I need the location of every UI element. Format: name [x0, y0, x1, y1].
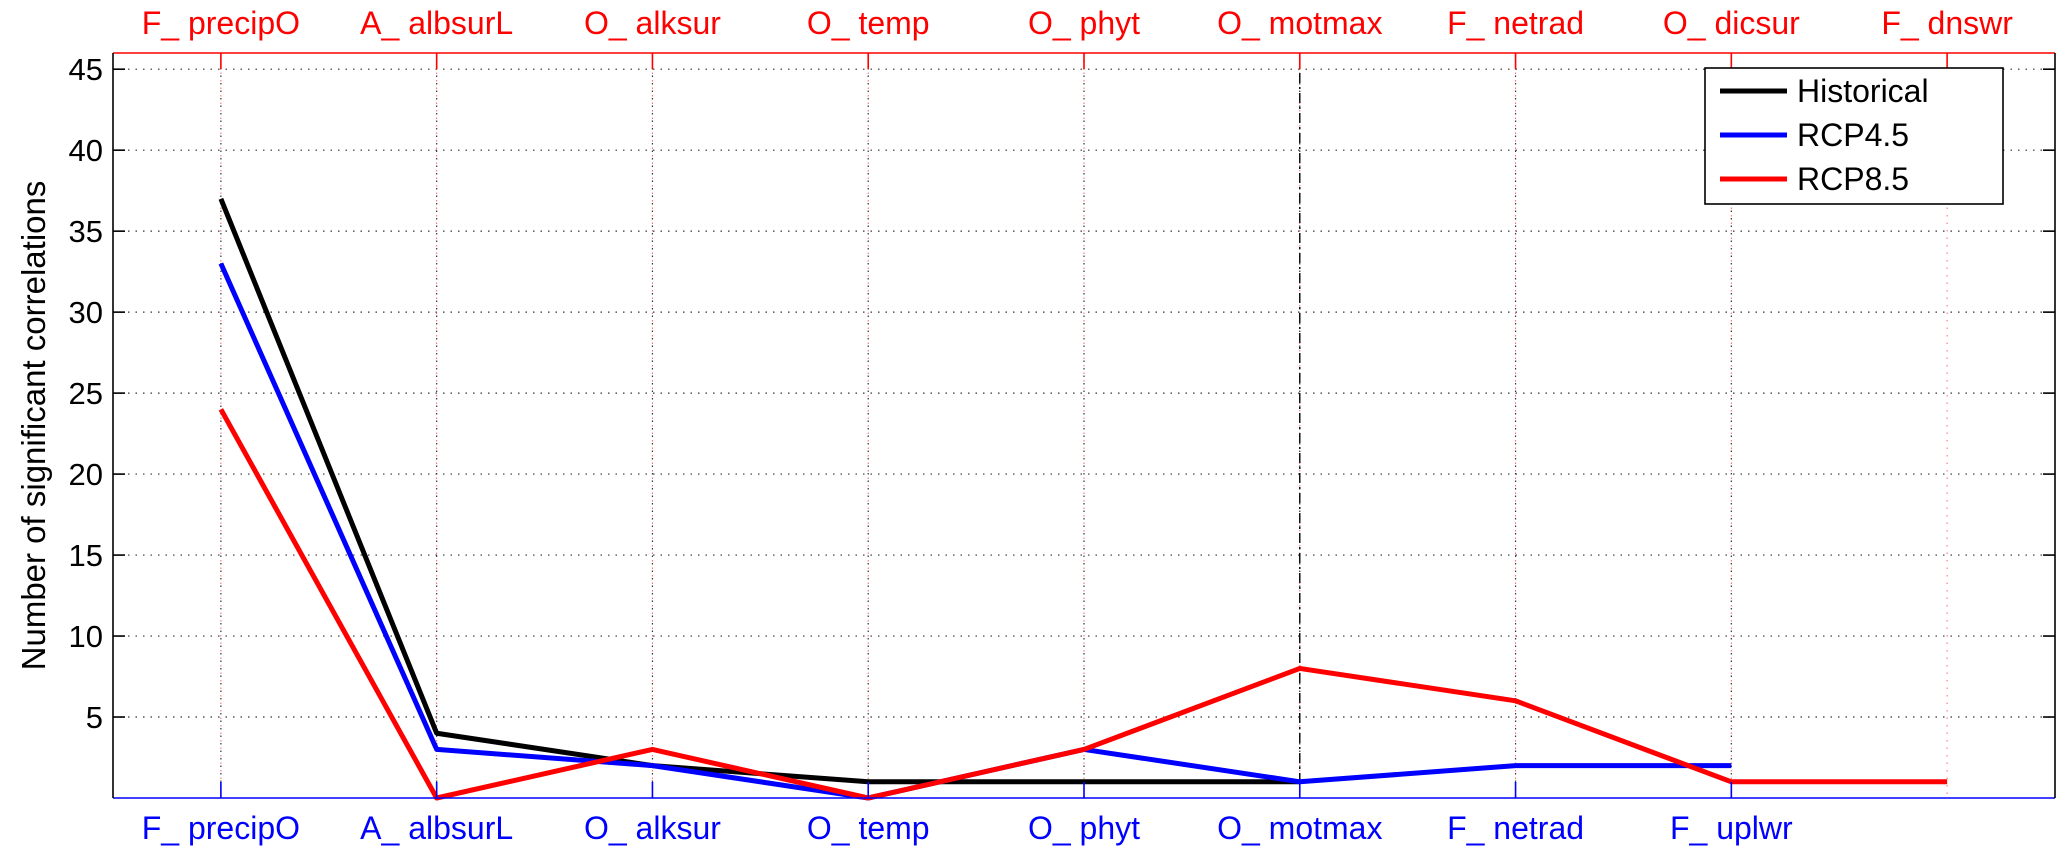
x-tick-label-top: F_ precipO — [142, 5, 300, 41]
x-tick-label-bottom: F_ precipO — [142, 810, 300, 846]
y-tick-label: 10 — [69, 619, 103, 654]
x-tick-label-bottom: O_ temp — [807, 810, 930, 846]
y-tick-label: 25 — [69, 376, 103, 411]
y-tick-label: 5 — [86, 700, 103, 735]
x-tick-label-bottom: O_ motmax — [1217, 810, 1382, 846]
x-tick-label-bottom: F_ uplwr — [1670, 810, 1793, 846]
x-tick-label-bottom: O_ alksur — [584, 810, 721, 846]
y-tick-label: 45 — [69, 52, 103, 87]
y-tick-label: 35 — [69, 214, 103, 249]
x-tick-label-top: O_ dicsur — [1663, 5, 1800, 41]
x-tick-label-bottom: O_ phyt — [1028, 810, 1140, 846]
legend-label: Historical — [1797, 73, 1929, 109]
legend: Historical RCP4.5 RCP8.5 — [1704, 67, 2004, 205]
y-tick-label: 40 — [69, 133, 103, 168]
x-tick-label-top: O_ phyt — [1028, 5, 1140, 41]
grid-layer — [113, 53, 2055, 798]
y-axis-label: Number of significant correlations — [15, 181, 52, 671]
axes-layer — [112, 52, 2056, 799]
x-tick-label-top: O_ motmax — [1217, 5, 1382, 41]
y-tick-label: 30 — [69, 295, 103, 330]
x-tick-label-top: F_ dnswr — [1881, 5, 2013, 41]
x-tick-label-bottom: F_ netrad — [1447, 810, 1584, 846]
series-layer — [218, 197, 1948, 801]
legend-label: RCP8.5 — [1797, 161, 1909, 197]
x-tick-label-top: F_ netrad — [1447, 5, 1584, 41]
x-tick-label-bottom: A_ albsurL — [360, 810, 513, 846]
series-line-rcp8-5 — [218, 408, 1948, 801]
y-tick-label: 15 — [69, 538, 103, 573]
labels-layer: 5 10 15 20 25 30 35 40 45 F_ precipO A_ albsurL O_ … — [15, 5, 2013, 846]
x-tick-label-top: A_ albsurL — [360, 5, 513, 41]
x-tick-label-top: O_ temp — [807, 5, 930, 41]
x-tick-label-top: O_ alksur — [584, 5, 721, 41]
legend-label: RCP4.5 — [1797, 117, 1909, 153]
y-tick-label: 20 — [69, 457, 103, 492]
